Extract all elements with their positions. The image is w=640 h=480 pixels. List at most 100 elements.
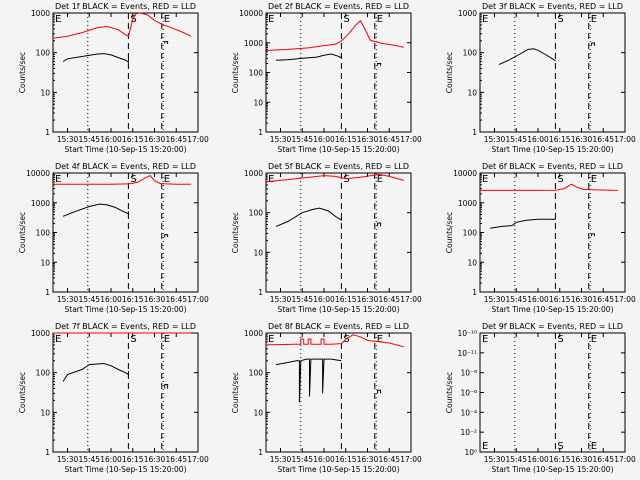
y-axis-label: Counts/sec — [445, 52, 454, 93]
x-tick-label: 15:30 — [484, 455, 506, 464]
y-tick-label: 1000 — [458, 9, 477, 18]
x-tick-label: 16:00 — [527, 455, 549, 464]
y-tick-label: 1000 — [31, 199, 50, 208]
x-tick-label: 16:30 — [571, 135, 593, 144]
y-tick-label: 100 — [249, 209, 264, 218]
marker-label: E — [482, 174, 488, 185]
x-tick-label: 15:45 — [505, 295, 527, 304]
y-tick-label: 1000 — [244, 169, 263, 178]
x-tick-label: 15:45 — [291, 135, 313, 144]
marker-label: S — [343, 334, 349, 345]
x-tick-label: 16:45 — [592, 135, 614, 144]
x-tick-label: 15:30 — [484, 295, 506, 304]
x-tick-label: 17:00 — [400, 135, 422, 144]
y-tick-label: 10⁻⁶ — [460, 389, 477, 398]
marker-label: E — [55, 334, 61, 345]
y-tick-label: 1 — [472, 288, 477, 297]
y-axis-label: Counts/sec — [231, 372, 240, 413]
plot-title: Det 1f BLACK = Events, RED = LLD — [55, 2, 196, 11]
y-tick-label: 10 — [40, 408, 50, 417]
marker-label: S — [557, 441, 563, 452]
data-series-line — [53, 174, 191, 185]
detector-plot: Det 3f BLACK = Events, RED = LLD 1 10 100 10… — [445, 2, 636, 154]
data-series-line — [265, 173, 404, 183]
marker-label: E — [591, 441, 597, 452]
x-tick-label: 16:30 — [357, 295, 379, 304]
plot-title: Det 2f BLACK = Events, RED = LLD — [268, 2, 409, 11]
x-axis-label: Start Time (10-Sep-15 15:20:00) — [278, 145, 400, 154]
x-tick-label: 16:30 — [144, 295, 166, 304]
y-tick-label: 10⁻¹⁰ — [457, 329, 477, 338]
x-tick-label: 15:45 — [291, 455, 313, 464]
x-tick-label: 16:45 — [165, 455, 187, 464]
y-tick-label: 1 — [258, 288, 263, 297]
y-tick-label: 10⁻⁸ — [460, 369, 477, 378]
marker-label: E — [55, 174, 61, 185]
y-tick-label: 10⁻¹¹ — [457, 349, 477, 358]
data-series-line — [265, 19, 404, 51]
y-tick-label: 100 — [36, 49, 51, 58]
y-tick-label: 10 — [40, 88, 50, 97]
x-tick-label: 15:30 — [270, 135, 292, 144]
x-axis-label: Start Time (10-Sep-15 15:20:00) — [492, 145, 614, 154]
x-tick-label: 16:45 — [165, 135, 187, 144]
y-tick-label: 10 — [40, 258, 50, 267]
y-tick-label: 100 — [36, 369, 51, 378]
x-tick-label: 15:30 — [57, 295, 79, 304]
x-tick-label: 16:15 — [122, 455, 144, 464]
y-tick-label: 10⁰ — [464, 448, 477, 457]
plot-title: Det 7f BLACK = Events, RED = LLD — [55, 322, 196, 331]
y-tick-label: 100 — [36, 229, 51, 238]
marker-label: S — [557, 14, 563, 25]
x-tick-label: 16:15 — [549, 295, 571, 304]
x-tick-label: 16:00 — [313, 455, 335, 464]
x-tick-label: 16:00 — [100, 295, 122, 304]
data-series-line — [276, 53, 342, 61]
plot-frame — [52, 172, 199, 293]
marker-label: S — [130, 334, 136, 345]
y-axis-label: Counts/sec — [18, 372, 27, 413]
data-series-line — [377, 63, 382, 66]
y-axis-label: Counts/sec — [18, 52, 27, 93]
x-tick-label: 17:00 — [614, 135, 636, 144]
x-tick-label: 16:15 — [549, 135, 571, 144]
y-tick-label: 10 — [253, 408, 263, 417]
plot-title: Det 6f BLACK = Events, RED = LLD — [482, 162, 623, 171]
y-axis-label: Counts/sec — [445, 212, 454, 253]
x-axis-label: Start Time (10-Sep-15 15:20:00) — [278, 305, 400, 314]
x-tick-label: 16:45 — [378, 135, 400, 144]
x-tick-label: 15:30 — [270, 455, 292, 464]
marker-label: E — [482, 334, 488, 345]
y-tick-label: 1000 — [244, 39, 263, 48]
marker-label: S — [557, 334, 563, 345]
x-axis-label: Start Time (10-Sep-15 15:20:00) — [278, 465, 400, 474]
marker-label: E — [55, 14, 61, 25]
x-axis-label: Start Time (10-Sep-15 15:20:00) — [492, 465, 614, 474]
data-series-line — [591, 233, 595, 237]
y-tick-label: 1 — [258, 128, 263, 137]
x-tick-label: 17:00 — [400, 295, 422, 304]
marker-label: E — [377, 14, 383, 25]
x-tick-label: 16:00 — [527, 295, 549, 304]
marker-label: S — [557, 174, 563, 185]
detector-plot: Det 4f BLACK = Events, RED = LLD 1 10 100 10… — [18, 162, 209, 314]
x-tick-label: 16:45 — [592, 295, 614, 304]
marker-label: E — [268, 334, 274, 345]
y-tick-label: 1 — [472, 128, 477, 137]
x-tick-label: 17:00 — [187, 295, 209, 304]
marker-label: E — [591, 174, 597, 185]
y-tick-label: 100 — [463, 229, 478, 238]
x-tick-label: 15:45 — [291, 295, 313, 304]
marker-label: S — [343, 14, 349, 25]
y-tick-label: 10 — [467, 258, 477, 267]
x-tick-label: 15:30 — [270, 295, 292, 304]
y-tick-label: 10 — [253, 248, 263, 257]
data-series-line — [265, 334, 404, 348]
x-tick-label: 15:45 — [505, 455, 527, 464]
data-series-line — [591, 42, 595, 46]
data-series-line — [480, 183, 618, 191]
data-series-line — [276, 358, 342, 403]
x-tick-label: 16:30 — [571, 455, 593, 464]
y-tick-label: 10 — [467, 88, 477, 97]
